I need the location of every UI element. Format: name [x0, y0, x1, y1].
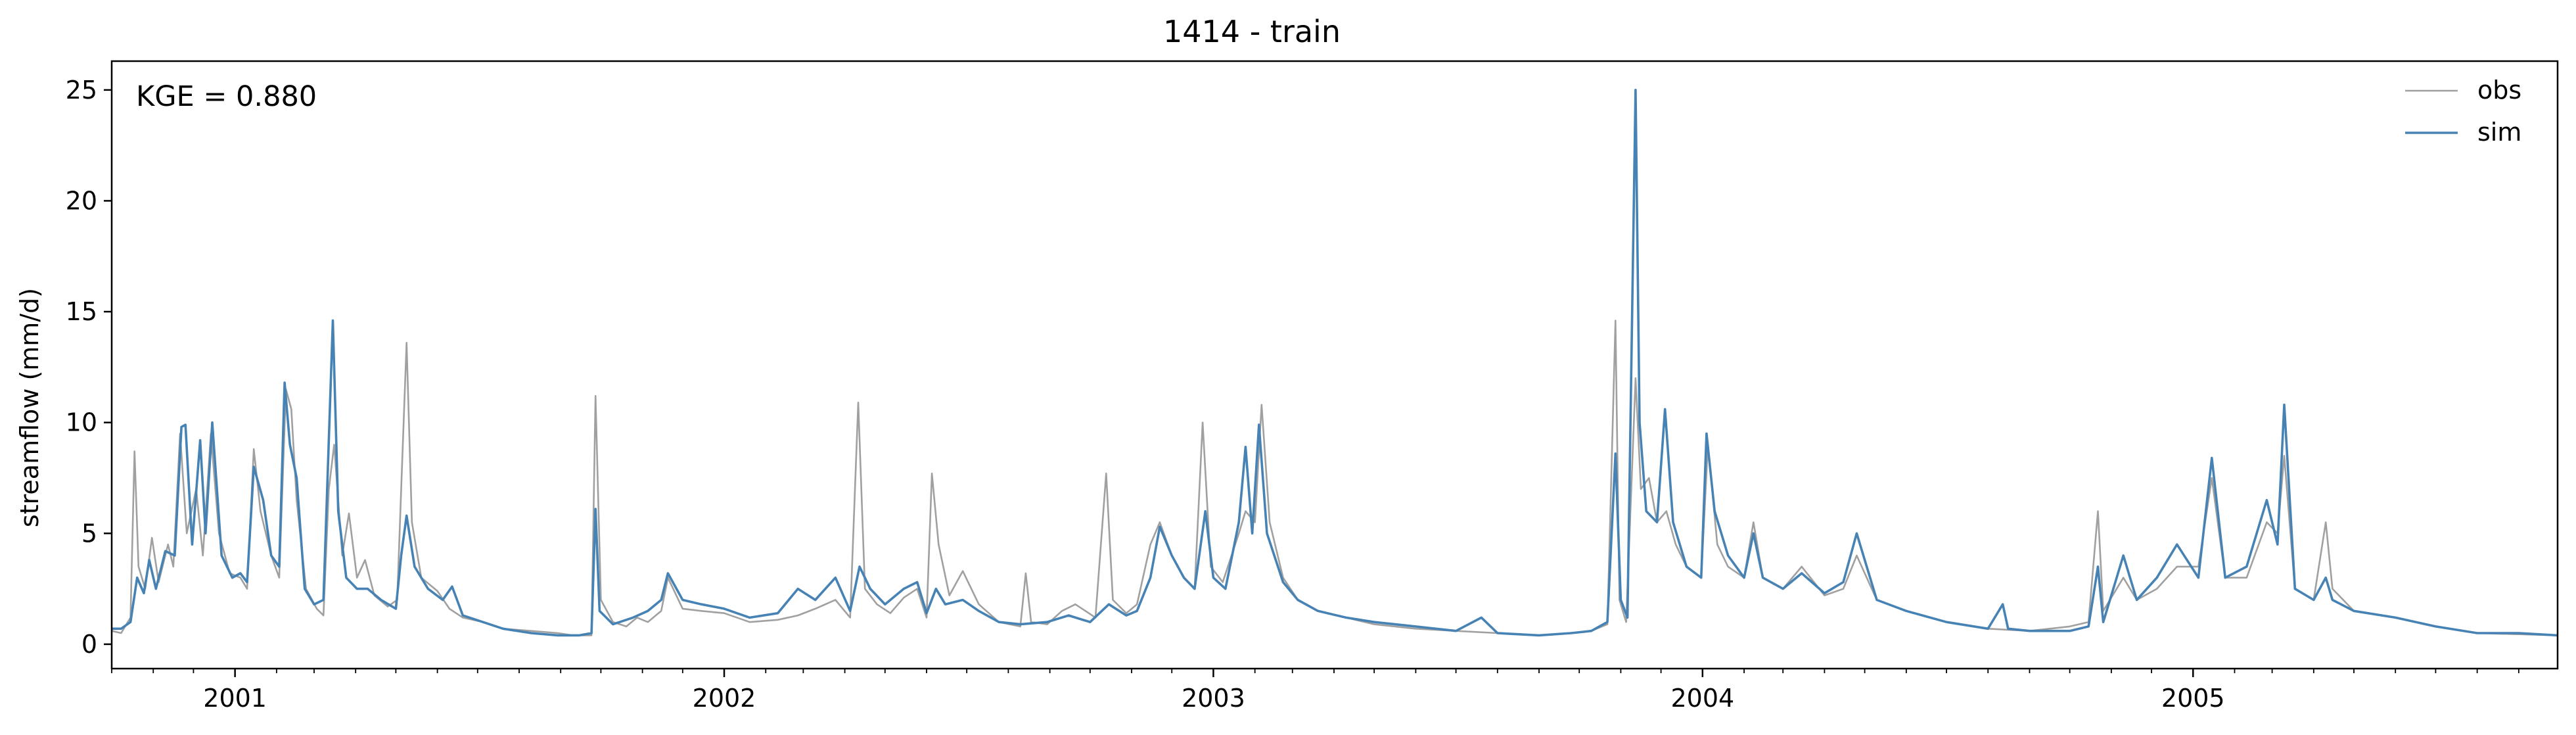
kge-annotation: KGE = 0.880 — [136, 80, 317, 113]
legend-label-obs: obs — [2477, 76, 2521, 105]
legend: obs sim — [2405, 76, 2521, 147]
plot-area: 0 5 10 15 20 25 2001 2002 2003 2004 2005 — [66, 60, 2559, 713]
x-tick-label: 2005 — [2161, 684, 2225, 713]
y-tick-label: 5 — [81, 519, 97, 548]
y-axis: 0 5 10 15 20 25 — [66, 76, 112, 659]
x-tick-label: 2003 — [1182, 684, 1245, 713]
y-tick-label: 10 — [66, 408, 97, 437]
y-tick-label: 15 — [66, 297, 97, 326]
x-tick-label: 2002 — [693, 684, 756, 713]
x-tick-label: 2001 — [203, 684, 267, 713]
series-line-obs — [111, 320, 2558, 636]
series-lines — [111, 89, 2558, 637]
series-line-sim — [112, 89, 2558, 637]
x-tick-label: 2004 — [1670, 684, 1734, 713]
y-tick-label: 25 — [66, 76, 97, 105]
legend-label-sim: sim — [2477, 118, 2521, 147]
y-tick-label: 20 — [66, 186, 97, 215]
y-tick-label: 0 — [81, 630, 97, 659]
x-axis: 2001 2002 2003 2004 2005 — [111, 669, 2519, 713]
axes-frame — [110, 60, 2559, 670]
y-axis-label: streamflow (mm/d) — [15, 288, 44, 527]
chart-title: 1414 - train — [1163, 14, 1341, 49]
